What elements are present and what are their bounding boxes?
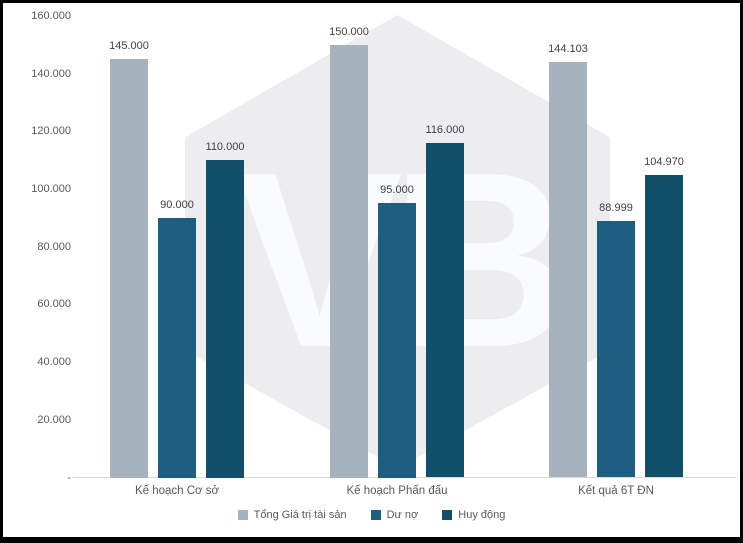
bar-value-label: 95.000 xyxy=(380,184,414,197)
bar-value-label: 116.000 xyxy=(425,123,465,136)
y-tick-label: 160.000 xyxy=(31,10,71,22)
y-tick-label: - xyxy=(67,471,71,484)
legend: Tổng Giá trị tài sản Dư nợ Huy động xyxy=(3,509,740,521)
category-label: Kết quả 6T ĐN xyxy=(578,485,654,497)
bar-value-label: 150.000 xyxy=(329,25,369,38)
bar-2-group-2 xyxy=(378,203,416,478)
bar-1-group-3 xyxy=(549,61,587,478)
legend-item: Dư nợ xyxy=(370,509,419,521)
y-tick-label: 140.000 xyxy=(31,67,71,80)
legend-item: Huy động xyxy=(442,509,505,521)
y-tick-label: 80.000 xyxy=(37,240,71,253)
bar-value-label: 144.103 xyxy=(548,42,588,55)
legend-swatch-icon xyxy=(442,510,453,520)
y-tick-label: 60.000 xyxy=(37,298,71,311)
y-tick-label: 120.000 xyxy=(31,125,71,138)
bar-1-group-2 xyxy=(330,44,368,478)
bar-2-group-3 xyxy=(597,220,635,478)
legend-label: Tổng Giá trị tài sản xyxy=(253,509,347,521)
bar-value-label: 90.000 xyxy=(160,198,194,211)
bar-value-label: 110.000 xyxy=(205,141,245,154)
bar-3-group-2 xyxy=(426,142,464,478)
bar-2-group-1 xyxy=(158,217,196,478)
legend-item: Tổng Giá trị tài sản xyxy=(237,509,347,521)
bar-value-label: 88.999 xyxy=(599,201,633,214)
bar-value-label: 104.970 xyxy=(644,155,684,168)
legend-swatch-icon xyxy=(370,510,381,520)
y-tick-label: 20.000 xyxy=(37,413,71,426)
bar-value-label: 145.000 xyxy=(109,40,149,53)
legend-label: Dư nợ xyxy=(386,509,419,521)
bar-1-group-1 xyxy=(110,59,148,478)
bar-3-group-3 xyxy=(645,174,683,478)
category-label: Kế hoạch Cơ sở xyxy=(134,485,220,497)
y-tick-label: 100.000 xyxy=(31,183,71,196)
legend-swatch-icon xyxy=(237,510,248,520)
y-tick-label: 40.000 xyxy=(37,356,71,369)
x-axis-line xyxy=(73,477,737,478)
legend-label: Huy động xyxy=(458,509,506,521)
category-label: Kế hoạch Phấn đấu xyxy=(346,485,448,497)
bar-3-group-1 xyxy=(206,160,244,478)
